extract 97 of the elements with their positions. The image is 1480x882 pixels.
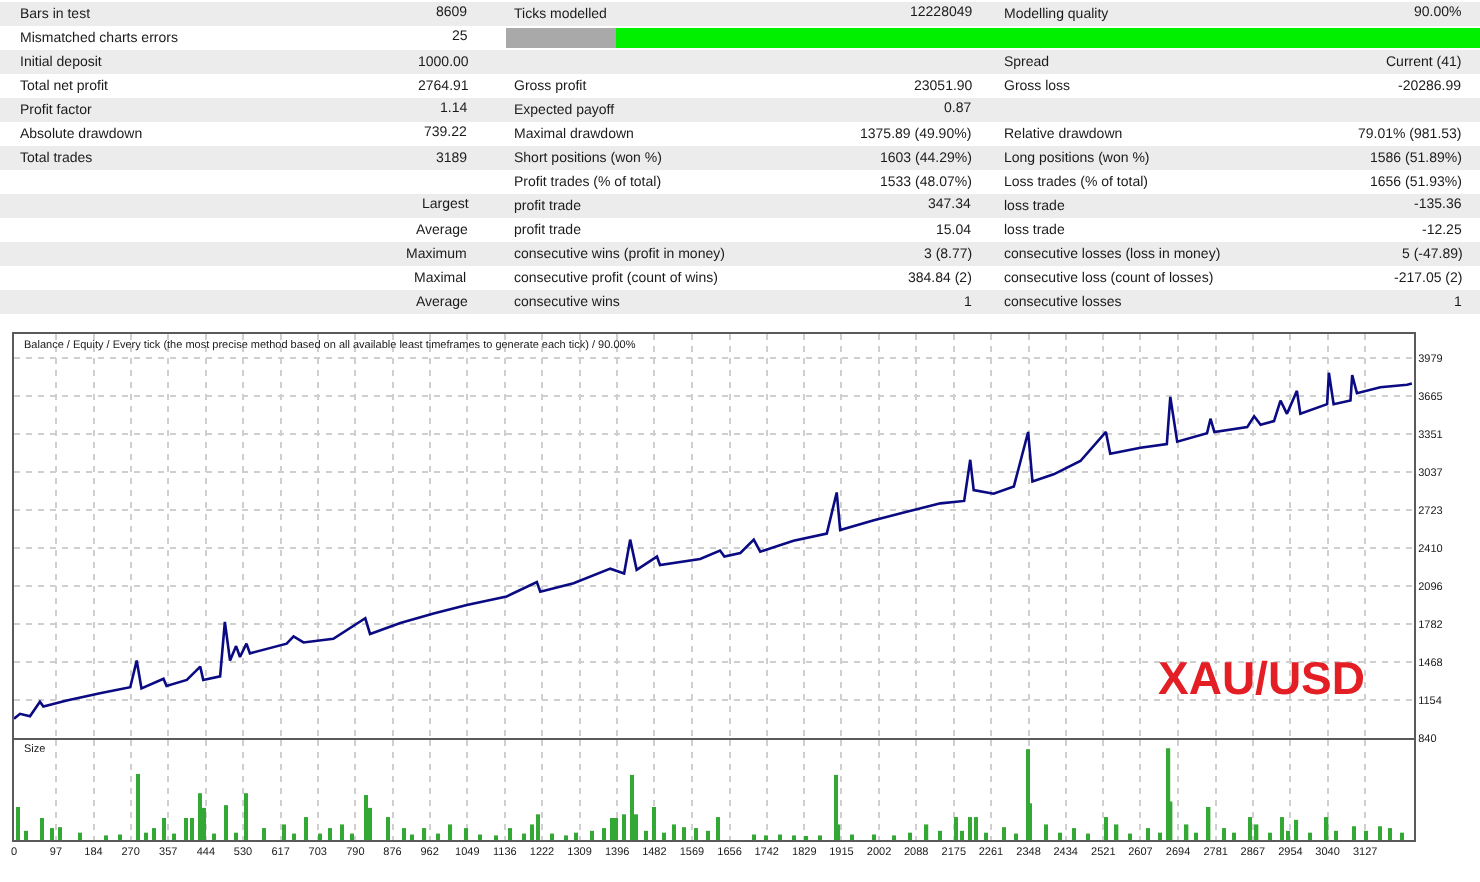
bar <box>924 824 929 840</box>
bar <box>1388 828 1392 840</box>
bar <box>954 817 958 840</box>
bar <box>1146 828 1150 840</box>
bar <box>1002 827 1006 840</box>
bar <box>1184 824 1189 840</box>
bar <box>850 834 854 840</box>
bar <box>662 832 666 840</box>
bar <box>1352 826 1356 840</box>
bar <box>984 832 988 840</box>
bar <box>1294 819 1299 840</box>
bar <box>778 834 782 840</box>
bar <box>610 817 614 840</box>
bar <box>1400 832 1404 840</box>
bar <box>282 824 286 840</box>
bar <box>262 828 266 840</box>
bar <box>716 817 720 840</box>
bar <box>364 795 368 840</box>
bar <box>1072 828 1076 840</box>
bar <box>644 830 648 840</box>
bar <box>190 817 194 840</box>
bar <box>1324 817 1329 840</box>
bar <box>574 832 578 840</box>
bar <box>478 834 482 840</box>
bar <box>508 828 512 840</box>
bar <box>672 824 676 840</box>
bar <box>292 833 296 840</box>
bar <box>1248 817 1252 840</box>
bar <box>136 773 140 840</box>
bar <box>1044 824 1048 840</box>
bar <box>224 805 228 840</box>
bar <box>602 828 606 840</box>
bar <box>40 817 44 840</box>
bar <box>402 828 406 840</box>
bar <box>694 828 698 840</box>
bar <box>1364 830 1368 840</box>
bar <box>522 833 526 840</box>
bar <box>24 830 28 840</box>
bar <box>50 828 54 840</box>
bar <box>304 817 308 840</box>
bar <box>1378 826 1382 840</box>
bar <box>162 817 166 840</box>
bar <box>350 833 354 840</box>
bar <box>872 834 876 840</box>
bar <box>78 832 82 840</box>
bar <box>464 828 469 840</box>
bar <box>436 833 440 840</box>
bar <box>1232 832 1236 840</box>
bar <box>974 817 978 840</box>
bar <box>908 832 912 840</box>
bar <box>652 806 656 840</box>
bar <box>318 833 322 840</box>
bar <box>1334 830 1338 840</box>
bar <box>1254 824 1259 840</box>
bar <box>1104 817 1108 840</box>
bar <box>340 824 344 840</box>
bar <box>1308 832 1312 840</box>
bar <box>118 834 122 840</box>
bar <box>212 833 216 840</box>
bar <box>448 824 453 840</box>
bar <box>1280 817 1284 840</box>
bar <box>682 827 686 840</box>
bar <box>1206 806 1211 840</box>
bar <box>328 828 332 840</box>
bar <box>1114 824 1119 840</box>
bar <box>422 828 427 840</box>
bar <box>1194 832 1198 840</box>
line-series <box>14 371 1414 720</box>
bar <box>184 817 188 840</box>
bar <box>172 833 176 840</box>
bar <box>234 832 238 840</box>
bar <box>1058 832 1062 840</box>
bar <box>244 793 248 840</box>
bar <box>16 806 20 840</box>
bar <box>58 827 62 840</box>
bar <box>938 830 942 840</box>
bar <box>968 817 972 840</box>
bar <box>198 793 202 840</box>
bar <box>630 774 634 840</box>
bar <box>386 817 390 840</box>
bar <box>590 830 594 840</box>
bar <box>1086 833 1090 840</box>
bar <box>1268 832 1272 840</box>
bar <box>706 830 710 840</box>
bar <box>1158 832 1162 840</box>
bar <box>152 828 156 840</box>
bar <box>144 832 148 840</box>
bar <box>550 833 554 840</box>
bar <box>410 834 414 840</box>
bar <box>1014 833 1018 840</box>
bar <box>752 834 756 840</box>
annotation: XAU/USD <box>1158 652 1366 704</box>
bar <box>536 814 540 840</box>
bar <box>1222 828 1226 840</box>
bar <box>622 814 626 840</box>
bar <box>614 817 618 840</box>
bar <box>1128 833 1132 840</box>
